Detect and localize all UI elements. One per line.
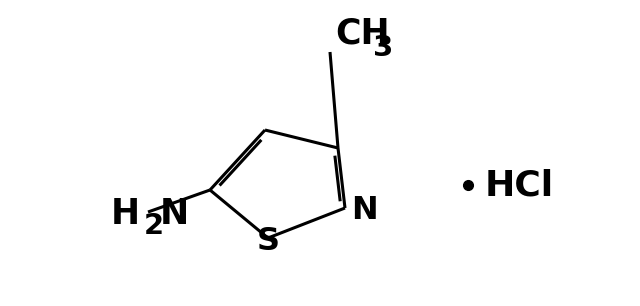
Text: N: N: [351, 195, 378, 226]
Text: CH: CH: [335, 16, 390, 50]
Text: N: N: [160, 197, 189, 231]
Text: 2: 2: [144, 212, 164, 240]
Text: 3: 3: [373, 34, 394, 62]
Text: HCl: HCl: [485, 168, 554, 202]
Text: H: H: [111, 197, 140, 231]
Text: S: S: [257, 226, 280, 256]
